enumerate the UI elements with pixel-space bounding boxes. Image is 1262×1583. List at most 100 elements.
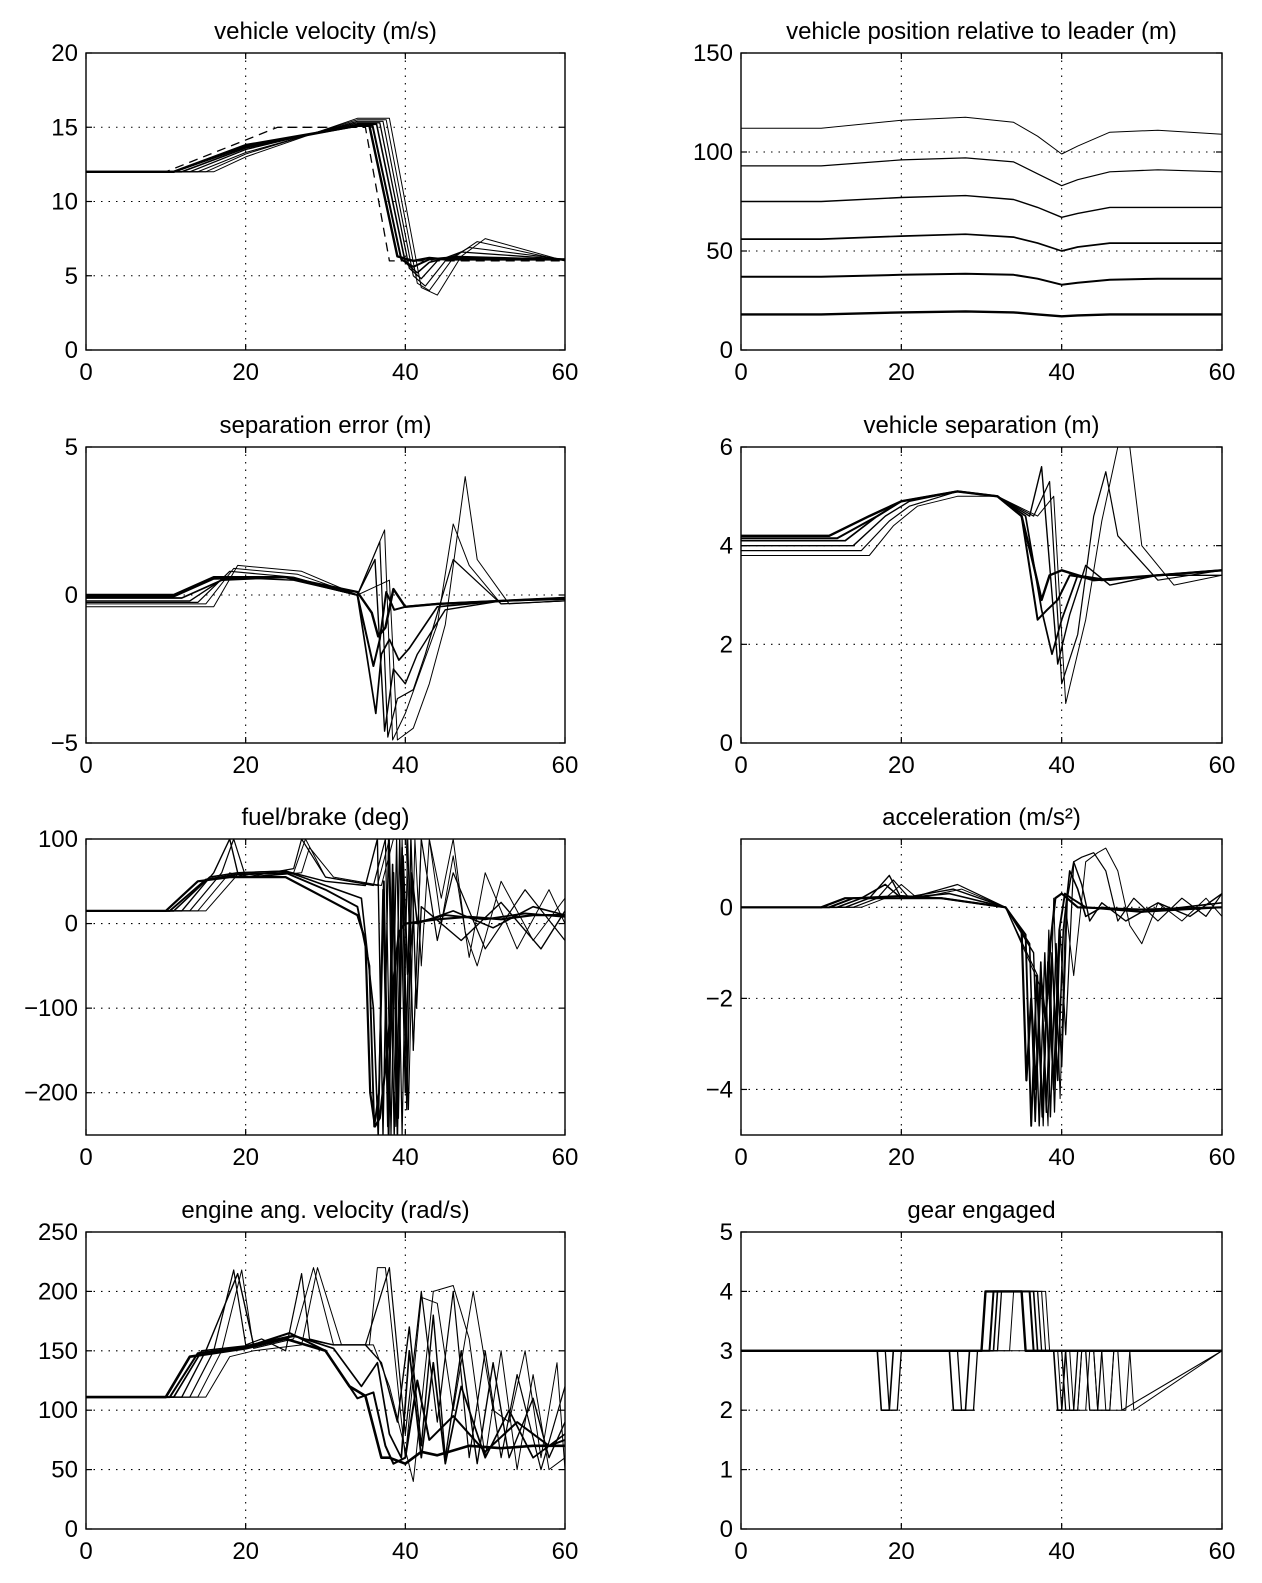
y-tick-label: 1 [720, 1457, 733, 1484]
panel-acceleration: acceleration (m/s²) 0 20 40 60 −4 −2 0 [706, 804, 1236, 1171]
tick-labels: 0 20 40 60 0 5 10 15 20 [51, 40, 578, 386]
series-line [86, 576, 565, 715]
series-line [741, 194, 1222, 219]
gridlines [741, 447, 1222, 743]
y-tick-label: 100 [38, 826, 78, 853]
panel-title: vehicle position relative to leader (m) [786, 18, 1177, 45]
x-tick-label: 20 [232, 1538, 259, 1565]
y-tick-label: 0 [720, 894, 733, 921]
x-tick-label: 40 [392, 1144, 419, 1171]
panel-position: vehicle position relative to leader (m) 0… [693, 18, 1235, 386]
y-tick-label: 5 [720, 1219, 733, 1246]
y-tick-label: 10 [51, 189, 78, 216]
plot-frame [740, 1231, 1223, 1530]
series-line [86, 117, 565, 296]
series-line [741, 310, 1222, 318]
panel-title: fuel/brake (deg) [241, 804, 409, 831]
y-tick-label: 250 [38, 1219, 78, 1246]
series-line [741, 233, 1222, 252]
panel-title: separation error (m) [219, 412, 431, 439]
series-line [741, 471, 1222, 685]
x-tick-label: 0 [734, 1144, 747, 1171]
tick-labels: 0 20 40 60 0 50 100 150 200 250 [38, 1219, 578, 1565]
series-line [741, 272, 1222, 286]
y-tick-label: −2 [706, 985, 733, 1012]
series-line [86, 558, 565, 732]
series-line [741, 116, 1222, 155]
plot-frame [85, 838, 566, 1136]
x-tick-label: 60 [552, 359, 579, 386]
y-tick-label: 6 [720, 434, 733, 461]
x-tick-label: 0 [734, 359, 747, 386]
gridlines [86, 1232, 565, 1529]
x-tick-label: 0 [79, 1144, 92, 1171]
y-tick-label: 4 [720, 533, 733, 560]
series-line [741, 447, 1222, 704]
series-lines [741, 116, 1222, 318]
series-line [86, 839, 565, 1135]
y-tick-label: 100 [693, 139, 733, 166]
gridlines [741, 839, 1222, 1135]
x-tick-label: 60 [552, 1538, 579, 1565]
series-lines [741, 1290, 1222, 1411]
series-line [86, 839, 565, 1135]
y-tick-label: 50 [706, 238, 733, 265]
x-tick-label: 0 [79, 359, 92, 386]
panel-title: gear engaged [907, 1197, 1055, 1224]
series-lines [86, 117, 565, 296]
x-tick-label: 40 [1048, 752, 1075, 779]
series-line [86, 1267, 565, 1482]
y-tick-label: 5 [65, 434, 78, 461]
x-tick-label: 60 [1209, 1144, 1236, 1171]
y-tick-label: 100 [38, 1397, 78, 1424]
series-line [86, 120, 565, 287]
x-tick-label: 60 [1209, 359, 1236, 386]
gridlines [741, 53, 1222, 350]
x-tick-label: 0 [734, 752, 747, 779]
tick-labels: 0 20 40 60 0 2 4 6 [720, 434, 1236, 779]
y-tick-label: 0 [720, 730, 733, 757]
series-line [741, 490, 1222, 656]
y-tick-label: 4 [720, 1278, 733, 1305]
y-tick-label: 150 [38, 1338, 78, 1365]
tick-labels: 0 20 40 60 0 50 100 150 [693, 40, 1235, 386]
y-tick-label: 150 [693, 40, 733, 67]
x-tick-label: 0 [734, 1538, 747, 1565]
panel-separation-error: separation error (m)0 20 40 60−505 [51, 412, 579, 779]
series-line [86, 124, 565, 268]
panel-engine-velocity: engine ang. velocity (rad/s) 0 20 40 60 0 50 10… [38, 1197, 578, 1565]
series-line [741, 157, 1222, 187]
x-tick-label: 60 [1209, 752, 1236, 779]
panel-title: acceleration (m/s²) [882, 804, 1081, 831]
x-tick-label: 60 [552, 1144, 579, 1171]
x-tick-label: 40 [1048, 1144, 1075, 1171]
series-line [86, 1272, 565, 1465]
series-line [741, 1290, 1222, 1353]
x-tick-label: 0 [79, 1538, 92, 1565]
y-tick-label: −100 [24, 995, 78, 1022]
panel-gear: gear engaged 0 20 40 60 0 1 2 3 4 5 [720, 1197, 1236, 1565]
y-tick-label: 5 [65, 263, 78, 290]
y-tick-label: 0 [720, 1516, 733, 1543]
series-line [86, 122, 565, 280]
series-lines [86, 839, 565, 1135]
series-lines [741, 447, 1222, 704]
series-line [741, 847, 1222, 1127]
gridlines [86, 53, 565, 350]
x-tick-label: 20 [888, 359, 915, 386]
y-tick-label: 20 [51, 40, 78, 67]
series-line [741, 892, 1222, 1127]
y-tick-label: 0 [65, 911, 78, 938]
x-tick-label: 20 [888, 1144, 915, 1171]
panel-vehicle-separation: vehicle separation (m) 0 20 40 60 0 2 4 6 [720, 412, 1236, 779]
series-line [86, 1267, 565, 1470]
series-line [741, 861, 1222, 1127]
x-tick-label: 20 [232, 359, 259, 386]
plot-frame [85, 52, 566, 351]
series-line [741, 466, 1222, 665]
y-tick-label: 2 [720, 1397, 733, 1424]
series-line [86, 126, 565, 262]
plot-frame [740, 446, 1223, 744]
x-tick-label: 60 [552, 752, 579, 779]
gridlines [741, 1232, 1222, 1529]
